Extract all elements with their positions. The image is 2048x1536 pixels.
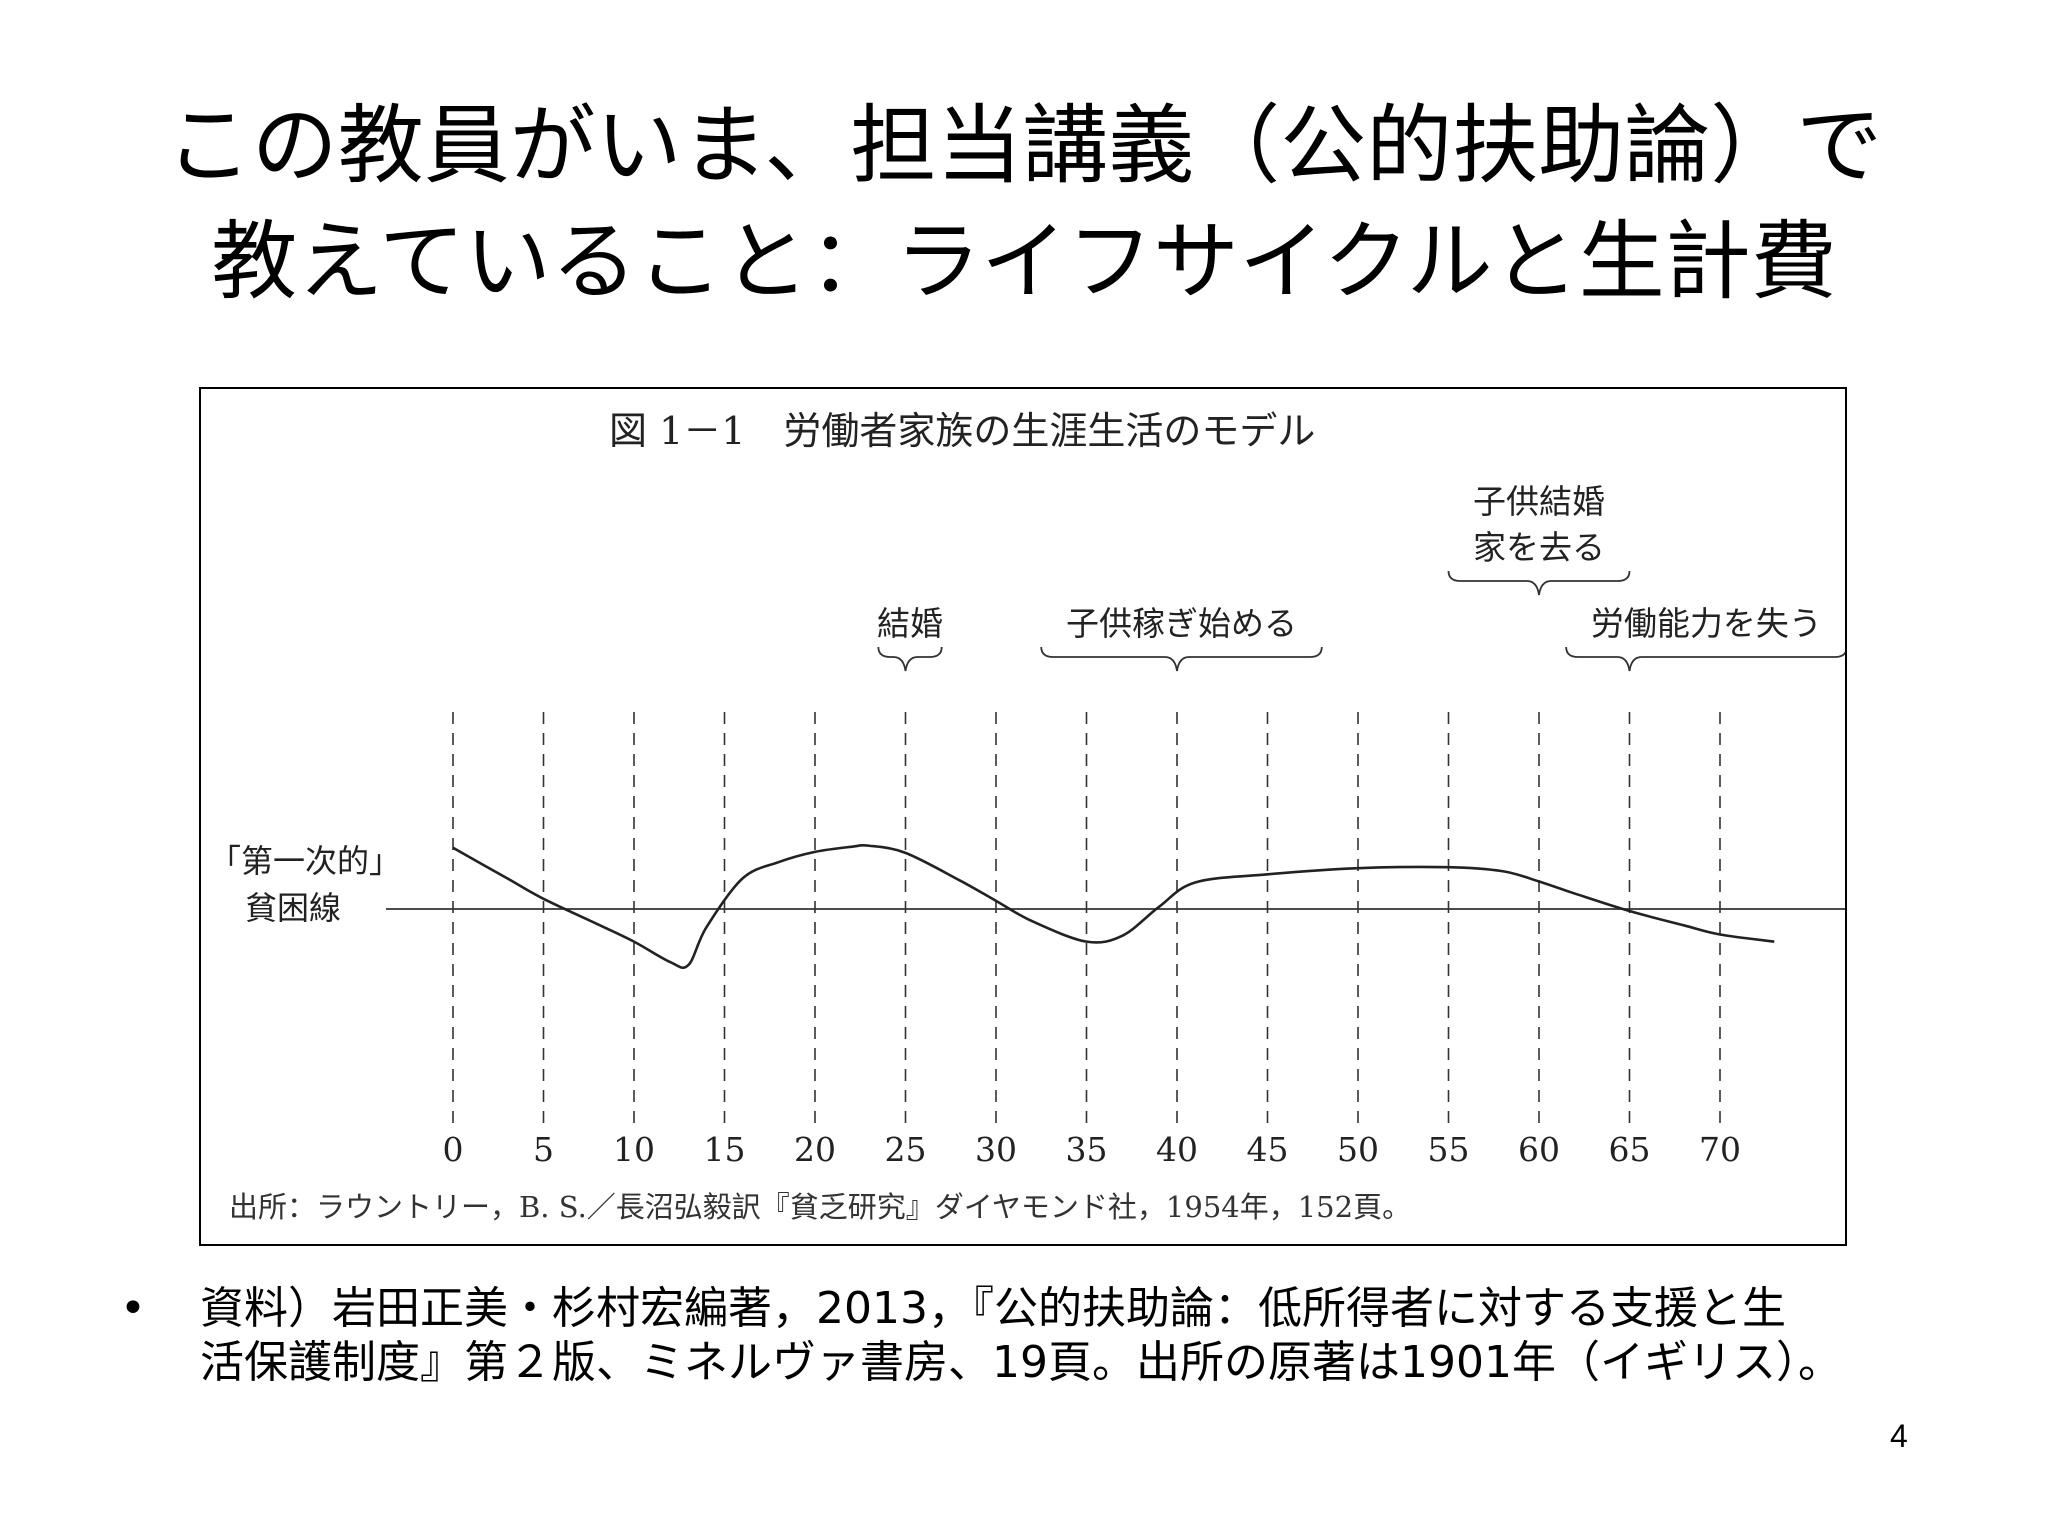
x-tick-label: 40 (1156, 1130, 1198, 1169)
x-tick-label: 5 (533, 1130, 554, 1169)
annotation-label: 家を去る (1473, 528, 1605, 567)
poverty-line-label: 貧困線 (245, 889, 341, 927)
grid-layer (452, 712, 1721, 1129)
reference-line-1: 資料）岩田正美・杉村宏編著，2013，『公的扶助論：低所得者に対する支援と生 (200, 1283, 1786, 1334)
reference-line-2: 活保護制度』第２版、ミネルヴァ書房、19頁。出所の原著は1901年（イギリス）。 (200, 1337, 1842, 1388)
x-tick-label: 0 (443, 1130, 464, 1169)
x-tick-label: 70 (1699, 1130, 1741, 1169)
life-cycle-chart: 図 1－1 労働者家族の生涯生活のモデル 0 5 10 15 20 25 30 35 40 45 5… (209, 409, 1845, 1224)
slide-title: この教員がいま、担当講義（公的扶助論）で 教えていること：ライフサイクルと生計費 (0, 88, 2048, 320)
x-tick-label: 25 (885, 1130, 927, 1169)
x-tick-label: 30 (975, 1130, 1017, 1169)
x-tick-label: 15 (704, 1130, 746, 1169)
series-line (452, 844, 1775, 970)
annotation-brace (1565, 646, 1845, 672)
x-tick-label: 65 (1609, 1130, 1651, 1169)
x-tick-label: 45 (1247, 1130, 1289, 1169)
x-tick-label: 10 (613, 1130, 655, 1169)
annotation-brace (877, 646, 943, 672)
reference-bullet: • (120, 1283, 146, 1334)
x-tick-label: 35 (1066, 1130, 1108, 1169)
annotation-label: 子供結婚 (1473, 482, 1605, 521)
slide-title-line-1: この教員がいま、担当講義（公的扶助論）で (165, 96, 1883, 196)
x-tick-label: 50 (1337, 1130, 1379, 1169)
page-number: 4 (1890, 1418, 1908, 1454)
x-tick-label: 55 (1428, 1130, 1470, 1169)
chart-title: 図 1－1 労働者家族の生涯生活のモデル (609, 409, 1315, 453)
x-tick-label: 20 (794, 1130, 836, 1169)
poverty-line-layer: 「第一次的」貧困線 (209, 842, 1845, 927)
figure-frame: 図 1－1 労働者家族の生涯生活のモデル 0 5 10 15 20 25 30 35 40 45 5… (199, 387, 1847, 1246)
chart-source: 出所：ラウントリー，B. S.／長沼弘毅訳『貧乏研究』ダイヤモンド社，1954年… (229, 1190, 1411, 1224)
slide-title-line-2: 教えていること：ライフサイクルと生計費 (211, 212, 1837, 312)
annotation-brace (1040, 646, 1323, 672)
annotation-label: 労働能力を失う (1591, 604, 1822, 643)
reference-text: 資料）岩田正美・杉村宏編著，2013，『公的扶助論：低所得者に対する支援と生 活… (200, 1282, 1920, 1390)
x-tick-label: 60 (1518, 1130, 1560, 1169)
annotation-label: 子供稼ぎ始める (1066, 604, 1297, 643)
x-tick-layer: 0 5 10 15 20 25 30 35 40 45 50 55 60 65 70 (443, 1130, 1742, 1169)
annotation-brace (1447, 570, 1631, 596)
poverty-line-label: 「第一次的」 (209, 842, 401, 880)
annotation-label: 結婚 (877, 604, 943, 643)
series-layer (452, 844, 1775, 970)
